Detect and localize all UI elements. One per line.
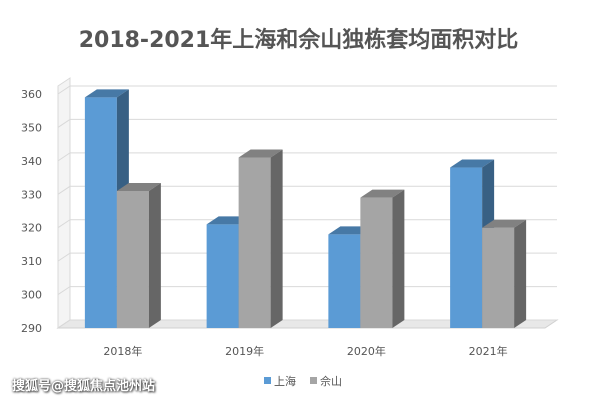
bars [84,89,527,328]
gridline [57,152,557,162]
x-tick-label: 2018年 [103,344,142,358]
bar-side [514,219,527,328]
bar-sheshan [116,182,161,328]
bar-front [482,227,515,328]
bar-front [116,190,149,328]
bar-front [206,224,239,328]
bar-sheshan [238,149,283,328]
bar-sheshan [360,189,405,328]
bar-front [238,157,271,328]
bar-top [360,189,405,198]
legend-swatch [264,377,271,384]
x-tick-label: 2021年 [469,344,508,358]
bar-top [238,149,283,158]
bar-side [148,182,161,328]
bar-front [360,197,393,328]
y-tick-label: 330 [21,188,42,201]
bar-top [116,182,161,191]
y-tick-label: 350 [21,121,42,134]
legend-label: 上海 [274,374,296,388]
x-tick-label: 2020年 [347,344,386,358]
bar-top [450,159,495,168]
x-tick-label: 2019年 [225,344,264,358]
x-axis: 2018年 2019年 2020年 2021年 [103,344,507,358]
y-tick-label: 310 [21,255,42,268]
bar-top [84,89,129,98]
legend-swatch [310,377,317,384]
bar-sheshan [482,219,527,328]
y-axis: 290 300 310 320 330 340 350 360 [21,88,42,335]
bar-side [392,189,405,328]
gridline [57,118,557,128]
legend: 上海 佘山 [264,374,342,388]
y-tick-label: 320 [21,222,42,235]
y-tick-label: 300 [21,289,42,302]
bar-front [84,97,117,328]
chart-title: 2018-2021年上海和佘山独栋套均面积对比 [78,28,519,53]
y-tick-label: 360 [21,88,42,101]
watermark-text: 搜狐号@搜狐焦点池州站 [12,379,156,394]
bar-side [270,149,283,328]
y-tick-label: 340 [21,155,42,168]
bar-top [482,219,527,228]
legend-label: 佘山 [320,374,342,388]
gridline [57,85,557,95]
bar-front [450,167,483,328]
y-tick-label: 290 [21,322,42,335]
gridline [57,185,557,195]
bar-front [328,234,361,328]
